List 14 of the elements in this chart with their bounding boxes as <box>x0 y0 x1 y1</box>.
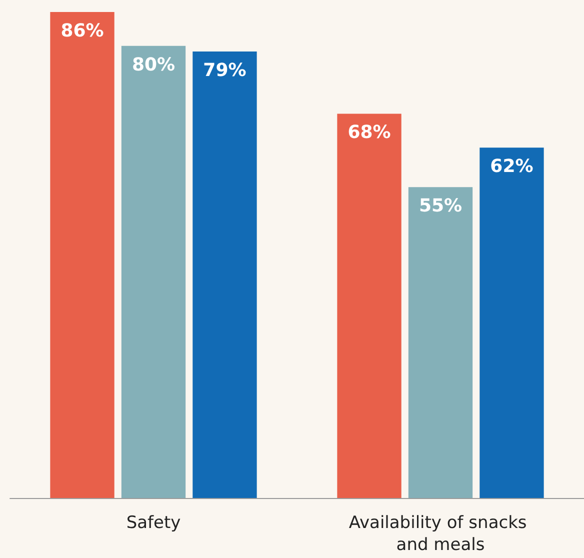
x-tick-label: Availability of snacks and meals <box>348 513 532 555</box>
data-label: 68% <box>348 122 391 144</box>
data-label: 62% <box>490 156 534 178</box>
data-label: 80% <box>132 54 176 76</box>
bar <box>480 148 544 498</box>
data-label: 79% <box>203 60 246 82</box>
data-label: 86% <box>60 20 104 42</box>
bar <box>121 46 186 498</box>
bar <box>192 52 257 498</box>
bar <box>337 114 402 498</box>
bar <box>50 12 114 498</box>
data-label: 55% <box>418 196 462 217</box>
x-tick-label: Safety <box>126 513 181 533</box>
bar <box>408 187 473 498</box>
